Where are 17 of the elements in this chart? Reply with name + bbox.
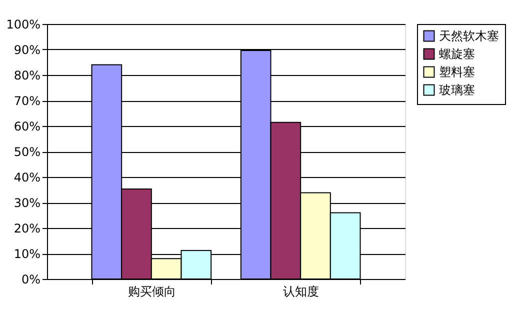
y-tick-label: 0% xyxy=(21,272,40,286)
x-tick-label: 认知度 xyxy=(283,284,320,298)
y-tick-label: 10% xyxy=(14,247,40,261)
legend-label: 螺旋塞 xyxy=(439,47,475,61)
y-tick-label: 50% xyxy=(14,145,40,159)
y-tick-label: 60% xyxy=(14,120,40,134)
y-tick-label: 80% xyxy=(14,68,40,82)
legend-label: 玻璃塞 xyxy=(439,83,475,97)
y-tick-label: 90% xyxy=(14,43,40,57)
y-tick-label: 100% xyxy=(6,18,40,32)
legend-label: 塑料塞 xyxy=(439,65,475,79)
legend-label: 天然软木塞 xyxy=(439,29,499,43)
y-tick-label: 70% xyxy=(14,94,40,108)
y-tick-label: 20% xyxy=(14,222,40,236)
y-tick-label: 30% xyxy=(14,196,40,210)
x-tick-label: 购买倾向 xyxy=(128,284,176,298)
y-tick-label: 40% xyxy=(14,170,40,184)
